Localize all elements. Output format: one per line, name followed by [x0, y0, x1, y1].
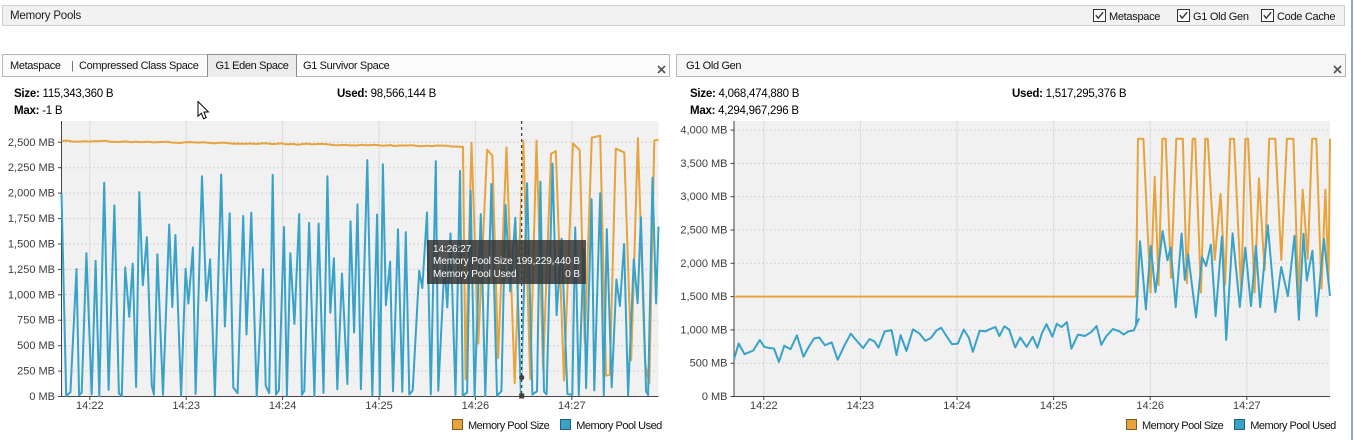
svg-text:1,000 MB: 1,000 MB: [680, 324, 727, 336]
svg-text:500 MB: 500 MB: [690, 358, 728, 370]
svg-text:14:25: 14:25: [365, 400, 393, 412]
svg-text:14:26: 14:26: [1136, 400, 1164, 412]
svg-text:500 MB: 500 MB: [17, 340, 55, 352]
svg-text:0 MB: 0 MB: [29, 391, 55, 403]
svg-text:750 MB: 750 MB: [17, 315, 55, 327]
svg-text:14:22: 14:22: [750, 400, 778, 412]
svg-text:2,000 MB: 2,000 MB: [8, 188, 55, 200]
svg-text:14:27: 14:27: [558, 400, 586, 412]
svg-text:14:23: 14:23: [172, 400, 200, 412]
svg-text:3,500 MB: 3,500 MB: [680, 158, 727, 170]
svg-text:2,500 MB: 2,500 MB: [680, 225, 727, 237]
svg-text:1,500 MB: 1,500 MB: [680, 291, 727, 303]
svg-text:250 MB: 250 MB: [17, 366, 55, 378]
svg-text:1,000 MB: 1,000 MB: [8, 289, 55, 301]
svg-text:14:23: 14:23: [847, 400, 875, 412]
svg-text:14:25: 14:25: [1040, 400, 1068, 412]
svg-text:2,000 MB: 2,000 MB: [680, 258, 727, 270]
svg-text:1,250 MB: 1,250 MB: [8, 264, 55, 276]
svg-text:0 MB: 0 MB: [702, 391, 728, 403]
svg-text:4,000 MB: 4,000 MB: [680, 125, 727, 137]
svg-text:14:27: 14:27: [1233, 400, 1261, 412]
svg-text:14:26: 14:26: [462, 400, 490, 412]
svg-text:1,500 MB: 1,500 MB: [8, 239, 55, 251]
svg-text:2,500 MB: 2,500 MB: [8, 137, 55, 149]
svg-text:14:24: 14:24: [943, 400, 971, 412]
svg-text:2,250 MB: 2,250 MB: [8, 162, 55, 174]
svg-text:14:22: 14:22: [76, 400, 104, 412]
svg-text:1,750 MB: 1,750 MB: [8, 213, 55, 225]
svg-text:3,000 MB: 3,000 MB: [680, 191, 727, 203]
svg-text:14:24: 14:24: [269, 400, 297, 412]
